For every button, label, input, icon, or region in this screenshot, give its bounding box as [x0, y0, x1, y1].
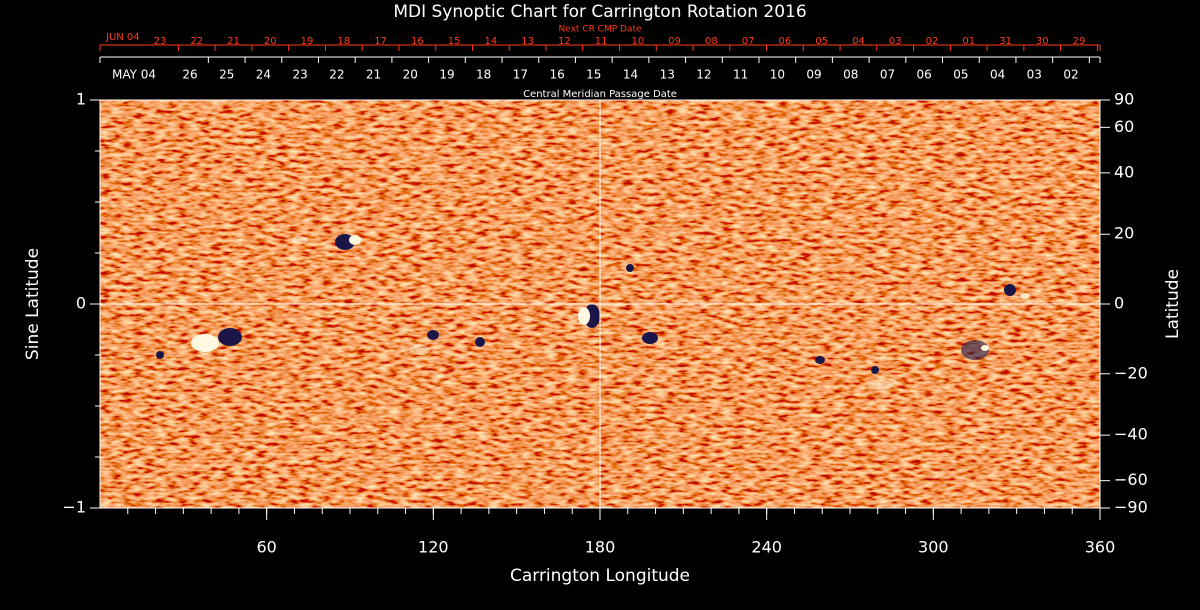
- date_axis-date: 10: [770, 68, 785, 82]
- top_axis-date: 31: [999, 36, 1012, 47]
- date_axis-first: MAY 04: [112, 68, 156, 82]
- date_axis-date: 18: [476, 68, 491, 82]
- date_axis-date: 09: [806, 68, 821, 82]
- y2-tick-label: −90: [1114, 498, 1148, 517]
- top_axis-date: 03: [889, 36, 902, 47]
- y2-tick-label: 20: [1114, 224, 1134, 243]
- date_axis-date: 21: [366, 68, 381, 82]
- date_axis-date: 11: [733, 68, 748, 82]
- top_axis-date: 09: [668, 36, 681, 47]
- date-axis-label: Central Meridian Passage Date: [523, 89, 677, 100]
- x-axis-label: Carrington Longitude: [510, 566, 690, 586]
- chart-title: MDI Synoptic Chart for Carrington Rotati…: [393, 2, 806, 22]
- y2-tick-label: −60: [1114, 470, 1148, 489]
- date_axis-date: 15: [586, 68, 601, 82]
- y-tick-label: −1: [62, 498, 86, 517]
- top_axis-date: 23: [154, 36, 167, 47]
- top_axis-date: 17: [374, 36, 387, 47]
- date_axis-date: 03: [1027, 68, 1042, 82]
- top_axis-date: 11: [595, 36, 608, 47]
- date_axis-date: 20: [403, 68, 418, 82]
- y2-tick-label: −40: [1114, 425, 1148, 444]
- date_axis-date: 25: [219, 68, 234, 82]
- top_axis-date: 10: [632, 36, 645, 47]
- y2-tick-label: 0: [1114, 294, 1124, 313]
- x-tick-label: 180: [585, 538, 616, 557]
- top_axis-date: 29: [1073, 36, 1086, 47]
- y2-axis-label: Latitude: [1163, 269, 1183, 339]
- y2-tick-label: −20: [1114, 363, 1148, 382]
- date_axis-date: 02: [1063, 68, 1078, 82]
- top_axis-date: 21: [227, 36, 240, 47]
- top_axis-date: 01: [962, 36, 975, 47]
- date_axis-date: 07: [880, 68, 895, 82]
- y2-tick-label: 40: [1114, 162, 1134, 181]
- top_axis-date: 14: [484, 36, 497, 47]
- date_axis-date: 24: [256, 68, 271, 82]
- date_axis-date: 05: [953, 68, 968, 82]
- date_axis-date: 22: [329, 68, 344, 82]
- y-tick-label: 1: [76, 90, 86, 109]
- top_axis-date: 18: [337, 36, 350, 47]
- top_axis-date: 30: [1036, 36, 1049, 47]
- date_axis-date: 04: [990, 68, 1005, 82]
- x-tick-label: 120: [418, 538, 449, 557]
- date_axis-date: 16: [549, 68, 564, 82]
- top_axis-date: 15: [448, 36, 461, 47]
- y-tick-label: 0: [76, 294, 86, 313]
- x-tick-label: 240: [751, 538, 782, 557]
- date_axis-date: 19: [439, 68, 454, 82]
- top_axis-date: 04: [852, 36, 865, 47]
- x-tick-label: 360: [1085, 538, 1116, 557]
- top-axis-label: Next CR CMP Date: [558, 25, 642, 35]
- top_axis-date: 07: [742, 36, 755, 47]
- positive-regions: [191, 235, 1030, 390]
- y2-tick-label: 90: [1114, 90, 1134, 109]
- top_axis-date: 19: [301, 36, 314, 47]
- date_axis-date: 12: [696, 68, 711, 82]
- date_axis-date: 14: [623, 68, 638, 82]
- top_axis-date: 02: [926, 36, 939, 47]
- date_axis-date: 17: [513, 68, 528, 82]
- date_axis-date: 23: [292, 68, 307, 82]
- top_axis-date: 12: [558, 36, 571, 47]
- x-tick-label: 60: [256, 538, 276, 557]
- top_axis-date: 05: [815, 36, 828, 47]
- top_axis-date: 13: [521, 36, 534, 47]
- x-tick-label: 300: [918, 538, 949, 557]
- top_axis-date: 22: [190, 36, 203, 47]
- negative-regions: [156, 234, 1016, 374]
- top_axis-date: 20: [264, 36, 277, 47]
- top_axis-date: 06: [779, 36, 792, 47]
- y2-tick-label: 60: [1114, 117, 1134, 136]
- date_axis-date: 13: [660, 68, 675, 82]
- date_axis-date: 08: [843, 68, 858, 82]
- top_axis-date: 16: [411, 36, 424, 47]
- date_axis-date: 06: [917, 68, 932, 82]
- date_axis-date: 26: [182, 68, 197, 82]
- y-axis-label: Sine Latitude: [23, 248, 43, 360]
- top_axis-date: 08: [705, 36, 718, 47]
- top_axis-first: JUN 04: [105, 32, 140, 43]
